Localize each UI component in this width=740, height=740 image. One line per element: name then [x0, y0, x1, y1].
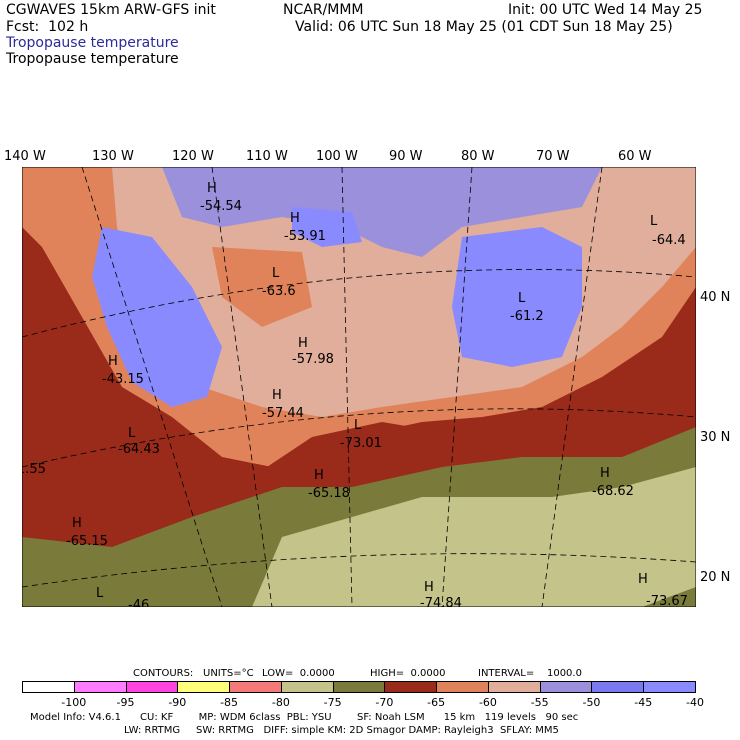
tropopause-temperature-map: H -54.54 H -53.91 L -63.6 H -57.98 H -57…	[22, 167, 696, 607]
legend-label: -70	[375, 696, 394, 709]
contours-low: LOW= 0.0000	[262, 668, 335, 679]
legend-label: -90	[168, 696, 187, 709]
valid-time: Valid: 06 UTC Sun 18 May 25 (01 CDT Sun …	[295, 19, 673, 35]
model-info-line1: Model Info: V4.6.1 CU: KF MP: WDM 6class…	[30, 712, 579, 723]
legend-label: -100	[61, 696, 87, 709]
legend-swatch	[384, 681, 438, 693]
center-type: H	[108, 354, 118, 369]
legend-label: -60	[478, 696, 497, 709]
center-type: H	[600, 466, 610, 481]
center-value: -71.55	[22, 462, 46, 477]
legend-swatch	[177, 681, 231, 693]
legend-swatch	[436, 681, 489, 693]
contours-label: CONTOURS:	[133, 668, 194, 679]
center-value: -63.6	[262, 284, 296, 299]
zone-orange-interior	[212, 247, 312, 327]
legend-swatch	[229, 681, 282, 693]
graticule	[22, 167, 696, 607]
legend-swatch	[22, 681, 75, 693]
legend-label: -55	[530, 696, 549, 709]
field-name-primary: Tropopause temperature	[6, 35, 179, 51]
legend-swatch	[280, 681, 334, 693]
legend-swatch	[643, 681, 696, 693]
center-type: H	[424, 580, 434, 595]
center-value: -57.98	[292, 352, 334, 367]
zone-blue-north	[292, 207, 362, 247]
center-value: -65.18	[308, 486, 350, 501]
center-value: -57.44	[262, 406, 304, 421]
center-type: H	[298, 336, 308, 351]
contours-interval: INTERVAL= 1000.0	[478, 668, 582, 679]
center-type: L	[128, 426, 136, 441]
center-type: L	[272, 266, 280, 281]
lon-label: 100 W	[316, 149, 358, 164]
center-value: -74.84	[420, 596, 462, 607]
center-type: H	[272, 388, 282, 403]
zone-blue-west	[92, 227, 222, 407]
center-value: -64.43	[118, 442, 160, 457]
center-type: L	[96, 586, 104, 601]
center-type: H	[638, 572, 648, 587]
center-value: -64.4	[652, 233, 686, 248]
center-type: H	[72, 516, 82, 531]
legend-swatch	[487, 681, 541, 693]
zone-light-olive	[252, 467, 696, 607]
legend-swatch	[539, 681, 593, 693]
center-type: H	[207, 181, 217, 196]
center-value: -68.62	[592, 484, 634, 499]
lon-label: 80 W	[461, 149, 495, 164]
model-title: CGWAVES 15km ARW-GFS init	[6, 2, 216, 18]
zone-blue-east	[452, 227, 582, 367]
legend-swatch	[591, 681, 645, 693]
lon-label: 90 W	[389, 149, 423, 164]
model-info-line2: LW: RRTMG SW: RRTMG DIFF: simple KM: 2D …	[124, 725, 559, 736]
lon-label: 60 W	[618, 149, 652, 164]
legend-label: -65	[427, 696, 446, 709]
center-value: -46	[128, 598, 149, 607]
center-value: -65.15	[66, 534, 108, 549]
legend-label: -40	[686, 696, 704, 709]
forecast-hour: Fcst: 102 h	[6, 19, 89, 35]
center-type: H	[290, 211, 300, 226]
legend-label: -80	[271, 696, 290, 709]
lon-label: 70 W	[536, 149, 570, 164]
center-value: -54.54	[200, 199, 242, 214]
init-time: Init: 00 UTC Wed 14 May 25	[508, 2, 703, 18]
legend-label: -45	[634, 696, 653, 709]
lon-label: 120 W	[172, 149, 214, 164]
center-type: H	[314, 468, 324, 483]
contours-units: UNITS=°C	[203, 668, 254, 679]
legend-swatch	[332, 681, 386, 693]
contours-high: HIGH= 0.0000	[370, 668, 446, 679]
center-value: -43.15	[102, 372, 144, 387]
lon-label: 140 W	[4, 149, 46, 164]
zone-lavender-north	[162, 167, 602, 257]
lat-label: 20 N	[700, 570, 731, 585]
field-name-secondary: Tropopause temperature	[6, 51, 179, 67]
organization: NCAR/MMM	[283, 2, 364, 18]
center-value: -73.01	[340, 436, 382, 451]
legend-label: -50	[582, 696, 601, 709]
center-type: L	[354, 418, 362, 433]
lon-label: 130 W	[92, 149, 134, 164]
center-value: -53.91	[284, 229, 326, 244]
center-type: L	[518, 291, 526, 306]
legend-swatch	[125, 681, 179, 693]
lon-label: 110 W	[246, 149, 288, 164]
lat-label: 40 N	[700, 290, 731, 305]
legend-swatch	[73, 681, 127, 693]
center-type: L	[650, 214, 658, 229]
center-value: -61.2	[510, 309, 544, 324]
legend-label: -85	[220, 696, 239, 709]
lat-label: 30 N	[700, 430, 731, 445]
legend-label: -95	[116, 696, 135, 709]
legend-label: -75	[323, 696, 342, 709]
center-value: -73.67	[646, 594, 688, 607]
